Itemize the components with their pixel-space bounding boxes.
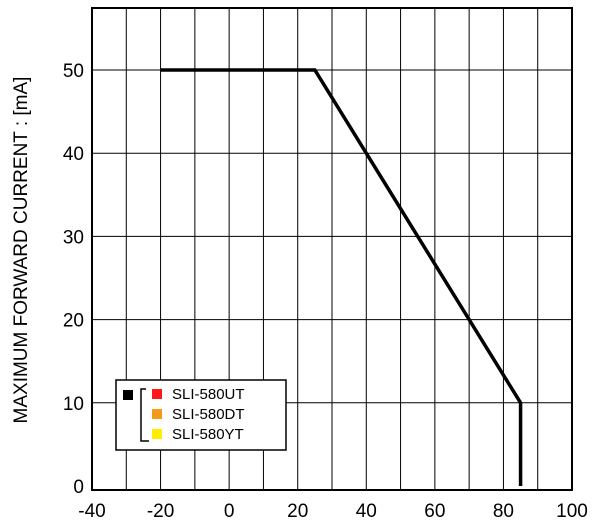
y-tick-label: 40	[63, 144, 84, 165]
legend: SLI-580UT SLI-580DT SLI-580YT	[115, 379, 287, 451]
legend-label: SLI-580YT	[172, 426, 244, 443]
grid	[92, 8, 572, 490]
y-tick-label: 30	[63, 227, 84, 248]
legend-entries: SLI-580UT SLI-580DT SLI-580YT	[152, 386, 245, 443]
legend-label: SLI-580UT	[172, 386, 245, 403]
legend-box	[115, 379, 287, 451]
plot-frame	[91, 7, 573, 491]
series-group	[160, 68, 523, 486]
series-line-0	[160, 68, 523, 486]
y-tick-label: 50	[63, 61, 84, 82]
x-tick-label: 100	[556, 501, 588, 520]
x-tick-label: 80	[493, 501, 514, 520]
y-tick-label: 10	[63, 394, 84, 415]
x-tick-label: 20	[287, 501, 308, 520]
legend-swatch	[152, 389, 162, 399]
x-tick-label: 40	[356, 501, 377, 520]
legend-group-swatch	[123, 390, 133, 400]
legend-swatch	[152, 429, 162, 439]
x-tick-label: 0	[224, 501, 235, 520]
x-tick-label: 60	[424, 501, 445, 520]
x-tick-label: -20	[147, 501, 174, 520]
legend-label: SLI-580DT	[172, 406, 245, 423]
legend-swatch	[152, 409, 162, 419]
y-tick-label: 0	[73, 477, 84, 498]
y-tick-labels: 0 10 20 30 40 50	[63, 61, 84, 498]
x-tick-label: -40	[78, 501, 105, 520]
y-axis-label: MAXIMUM FORWARD CURRENT : [mA]	[11, 77, 32, 424]
y-tick-label: 20	[63, 311, 84, 332]
x-tick-labels: -40 -20 0 20 40 60 80 100	[78, 501, 588, 520]
legend-bracket	[140, 388, 149, 442]
